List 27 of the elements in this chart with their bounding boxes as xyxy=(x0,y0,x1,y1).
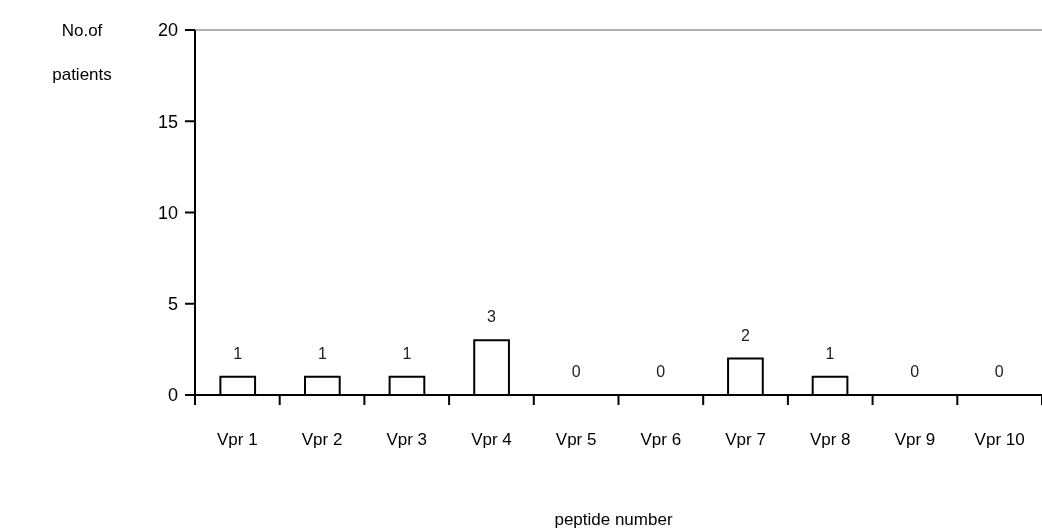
x-tick-label: Vpr 4 xyxy=(471,430,512,449)
data-label: 2 xyxy=(740,326,750,344)
y-tick-label: 10 xyxy=(157,202,178,223)
x-tick-label: Vpr 10 xyxy=(974,430,1025,449)
x-tick-label: Vpr 8 xyxy=(809,430,851,449)
x-tick-label: Vpr 6 xyxy=(640,430,682,449)
y-tick-label: 0 xyxy=(167,385,178,406)
y-tick-label: 20 xyxy=(157,20,178,41)
y-tick-label: 5 xyxy=(167,294,178,315)
x-tick-label: Vpr 5 xyxy=(555,430,597,449)
x-tick-label: Vpr 3 xyxy=(386,430,428,449)
data-label: 1 xyxy=(317,344,327,362)
data-label: 0 xyxy=(994,363,1004,380)
x-tick-label: Vpr 7 xyxy=(725,430,766,449)
text: No.of patients xyxy=(52,21,112,84)
data-label: 3 xyxy=(487,308,497,326)
x-tick-label: Vpr 1 xyxy=(217,430,258,449)
data-label: 0 xyxy=(571,363,581,380)
data-label: 1 xyxy=(825,344,835,362)
data-label: 1 xyxy=(233,344,243,362)
x-tick-label: Vpr 9 xyxy=(894,430,936,449)
x-tick-label: Vpr 2 xyxy=(301,430,343,449)
y-tick-label: 15 xyxy=(157,111,178,132)
data-label: 0 xyxy=(910,363,920,380)
x-axis-title: peptide number xyxy=(554,510,673,529)
data-label: 0 xyxy=(656,363,666,380)
data-label: 1 xyxy=(402,344,412,362)
